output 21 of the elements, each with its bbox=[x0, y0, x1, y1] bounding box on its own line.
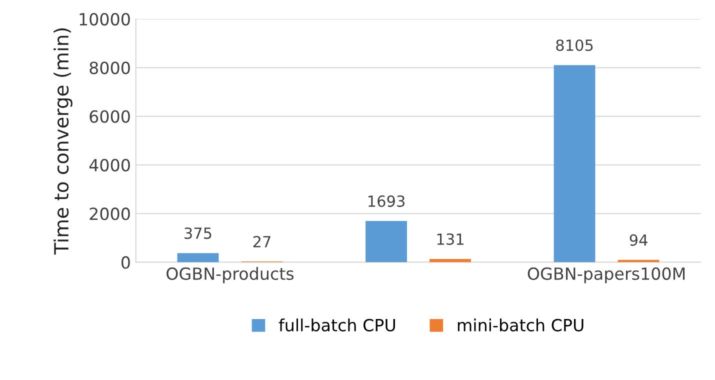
y-axis-title: Time to converge (min) bbox=[54, 28, 72, 255]
data-label: 94 bbox=[630, 234, 648, 246]
bar bbox=[366, 221, 407, 262]
legend-label: full-batch CPU bbox=[278, 318, 395, 332]
data-label: 27 bbox=[253, 236, 270, 248]
y-tick-label: 4000 bbox=[89, 158, 130, 172]
x-tick-label: OGBN-papers100M bbox=[528, 267, 685, 284]
bar bbox=[430, 259, 471, 262]
data-label: 1693 bbox=[368, 195, 404, 207]
data-label: 375 bbox=[184, 227, 212, 240]
y-tick-label: 10000 bbox=[80, 12, 130, 26]
bar bbox=[177, 253, 219, 262]
y-tick-label: 0 bbox=[121, 256, 130, 269]
y-tick-label: 2000 bbox=[90, 208, 130, 220]
data-label: 8105 bbox=[556, 39, 593, 52]
x-tick-label: OGBN-products bbox=[166, 267, 294, 284]
data-label: 131 bbox=[437, 233, 464, 245]
bar bbox=[554, 65, 596, 262]
y-tick-label: 6000 bbox=[90, 110, 130, 123]
y-tick-label: 8000 bbox=[90, 62, 130, 74]
legend-label: mini-batch CPU bbox=[458, 318, 584, 332]
